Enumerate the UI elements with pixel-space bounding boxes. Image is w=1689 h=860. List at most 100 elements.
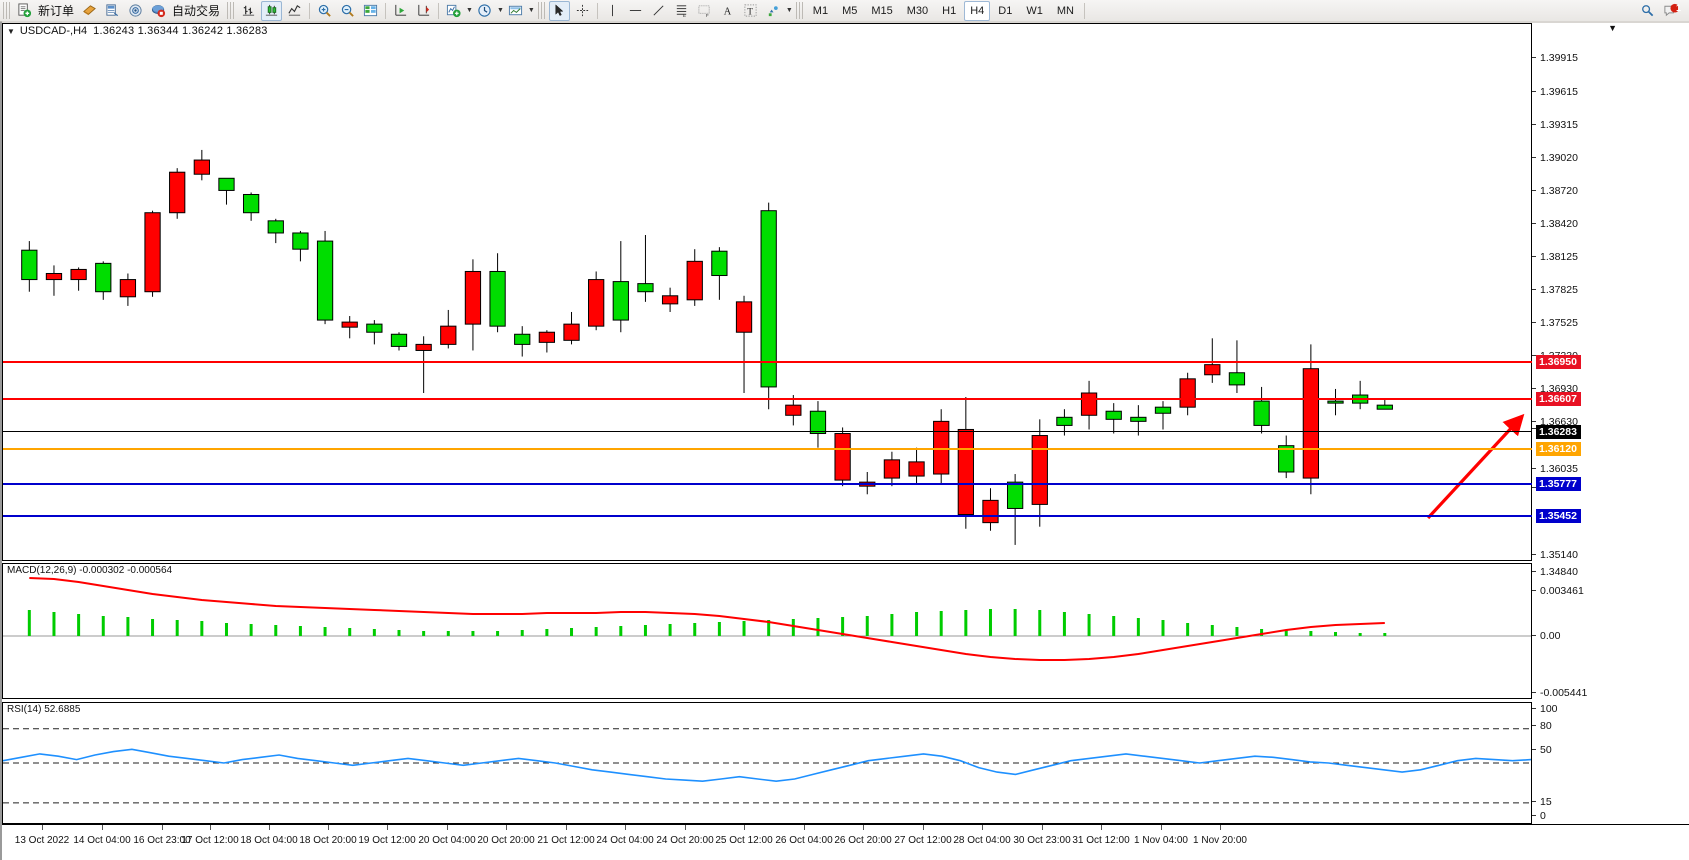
- toolbar-grip-1[interactable]: [3, 2, 10, 19]
- auto-trading-icon[interactable]: [148, 1, 169, 21]
- timeframe-d1[interactable]: D1: [998, 4, 1013, 17]
- timeframe-m1[interactable]: M1: [812, 4, 829, 17]
- time-axis-label-3: 17 Oct 12:00: [181, 835, 239, 846]
- current-price-tag[interactable]: 1.36283: [1536, 425, 1581, 439]
- fibonacci-icon[interactable]: E: [671, 1, 692, 21]
- new-order-icon[interactable]: [14, 1, 35, 21]
- indicators-icon[interactable]: [443, 1, 464, 21]
- resistance-2-price-tag[interactable]: 1.36607: [1536, 392, 1581, 406]
- search-icon[interactable]: [1637, 1, 1658, 21]
- price-axis-label-16: 1.34840: [1540, 566, 1578, 578]
- resistance-1-price-tag[interactable]: 1.36950: [1536, 355, 1581, 369]
- price-axis-tick: [1532, 468, 1536, 469]
- text-icon[interactable]: A: [717, 1, 738, 21]
- current-price-line[interactable]: [3, 431, 1533, 432]
- pivot-line[interactable]: [3, 448, 1533, 450]
- period-dropdown-caret[interactable]: ▼: [496, 7, 504, 14]
- candle: [883, 451, 901, 487]
- support-line-1[interactable]: [3, 483, 1533, 485]
- toolbar-grip-2[interactable]: [227, 2, 235, 19]
- new-order-label[interactable]: 新订单: [38, 4, 75, 18]
- macd-signal-line: [29, 577, 1385, 661]
- templates-icon[interactable]: [505, 1, 526, 21]
- terminal-icon[interactable]: [79, 1, 100, 21]
- timeframe-mn[interactable]: MN: [1056, 4, 1074, 17]
- time-axis-label-9: 21 Oct 12:00: [537, 835, 595, 846]
- candle: [957, 397, 974, 529]
- crosshair-icon[interactable]: [572, 1, 593, 21]
- time-axis-tick: [625, 825, 626, 830]
- price-axis[interactable]: 1.39915 1.39615 1.39315 1.39020 1.38720 1.384…: [1532, 23, 1689, 824]
- time-axis-tick: [863, 825, 864, 830]
- vertical-line-icon[interactable]: [602, 1, 623, 21]
- timeframe-m30[interactable]: M30: [906, 4, 929, 17]
- candlestick-chart-icon[interactable]: [261, 0, 283, 21]
- cursor-icon[interactable]: [548, 0, 570, 21]
- rsi-pane[interactable]: RSI(14) 52.6885: [2, 702, 1532, 824]
- candle: [809, 401, 827, 448]
- main-toolbar: 新订单 自动交易: [0, 0, 1689, 22]
- shapes-dropdown-caret[interactable]: ▼: [785, 7, 793, 14]
- price-axis-label-13: 1.36035: [1540, 463, 1578, 475]
- price-axis-label-8: 1.37525: [1540, 317, 1578, 329]
- toolbar-grip-4[interactable]: [795, 2, 803, 19]
- time-axis-label-16: 28 Oct 04:00: [953, 835, 1011, 846]
- timeframe-w1[interactable]: W1: [1026, 4, 1043, 17]
- period-icon[interactable]: [474, 1, 495, 21]
- alerts-icon[interactable]: 1: [1660, 1, 1683, 21]
- toolbar-grip-3[interactable]: [537, 2, 545, 19]
- timeframe-m15[interactable]: M15: [871, 4, 893, 17]
- resistance-line-1[interactable]: [3, 361, 1533, 363]
- indicators-dropdown-caret[interactable]: ▼: [466, 7, 473, 14]
- price-pane[interactable]: [2, 23, 1533, 561]
- zoom-out-icon[interactable]: [337, 1, 358, 21]
- auto-trading-label[interactable]: 自动交易: [172, 4, 221, 18]
- time-axis-label-6: 19 Oct 12:00: [358, 835, 416, 846]
- timeframe-h1[interactable]: H1: [942, 4, 957, 17]
- macd-pane[interactable]: MACD(12,26,9) -0.000302 -0.000564: [2, 563, 1532, 699]
- candle: [785, 395, 802, 426]
- price-axis-tick: [1532, 256, 1536, 257]
- scroll-indicator-icon[interactable]: ▼: [1608, 23, 1617, 33]
- chart-shift-end-icon[interactable]: [413, 1, 434, 21]
- navigator-icon[interactable]: [125, 1, 146, 21]
- candle: [711, 247, 728, 300]
- price-axis-label-6: 1.38125: [1540, 251, 1578, 263]
- support-line-2[interactable]: [3, 515, 1533, 517]
- svg-text:A: A: [724, 6, 732, 17]
- chart-shift-icon[interactable]: [360, 1, 381, 21]
- line-chart-icon[interactable]: [284, 1, 305, 21]
- templates-dropdown-caret[interactable]: ▼: [527, 7, 535, 14]
- timeframe-m5[interactable]: M5: [842, 4, 858, 17]
- candle: [1179, 372, 1196, 416]
- horizontal-line-icon[interactable]: [625, 1, 646, 21]
- time-axis-tick: [744, 825, 745, 830]
- rsi-axis-label-4: 0: [1540, 810, 1546, 822]
- price-axis-tick: [1532, 289, 1536, 290]
- time-axis[interactable]: 13 Oct 2022 14 Oct 04:00 16 Oct 23:00 17 Oc…: [2, 824, 1689, 860]
- timeframe-h4[interactable]: H4: [964, 0, 991, 21]
- rsi-axis-tick: [1532, 815, 1536, 816]
- chart-menu-caret[interactable]: ▼: [7, 26, 15, 36]
- rsi-axis-tick: [1532, 725, 1536, 726]
- auto-scroll-icon[interactable]: [390, 1, 411, 21]
- support-1-price-tag[interactable]: 1.35777: [1536, 477, 1581, 491]
- time-axis-tick: [804, 825, 805, 830]
- shapes-icon[interactable]: [763, 1, 784, 21]
- data-window-icon[interactable]: [102, 1, 123, 21]
- candle: [341, 316, 358, 339]
- trendline-icon[interactable]: [648, 1, 669, 21]
- text-label-icon[interactable]: T: [740, 1, 761, 21]
- candle: [1376, 399, 1393, 410]
- zoom-in-icon[interactable]: [314, 1, 335, 21]
- time-axis-label-14: 26 Oct 20:00: [834, 835, 892, 846]
- rsi-line: [3, 748, 1531, 783]
- bar-chart-icon[interactable]: [238, 1, 259, 21]
- pivot-price-tag[interactable]: 1.36120: [1536, 442, 1581, 456]
- resistance-line-2[interactable]: [3, 398, 1533, 400]
- price-axis-tick: [1532, 157, 1536, 158]
- toolbar-divider-5: [1083, 2, 1085, 19]
- support-2-price-tag[interactable]: 1.35452: [1536, 509, 1581, 523]
- time-axis-label-20: 1 Nov 20:00: [1193, 835, 1247, 846]
- equidistant-channel-icon[interactable]: F: [694, 1, 715, 21]
